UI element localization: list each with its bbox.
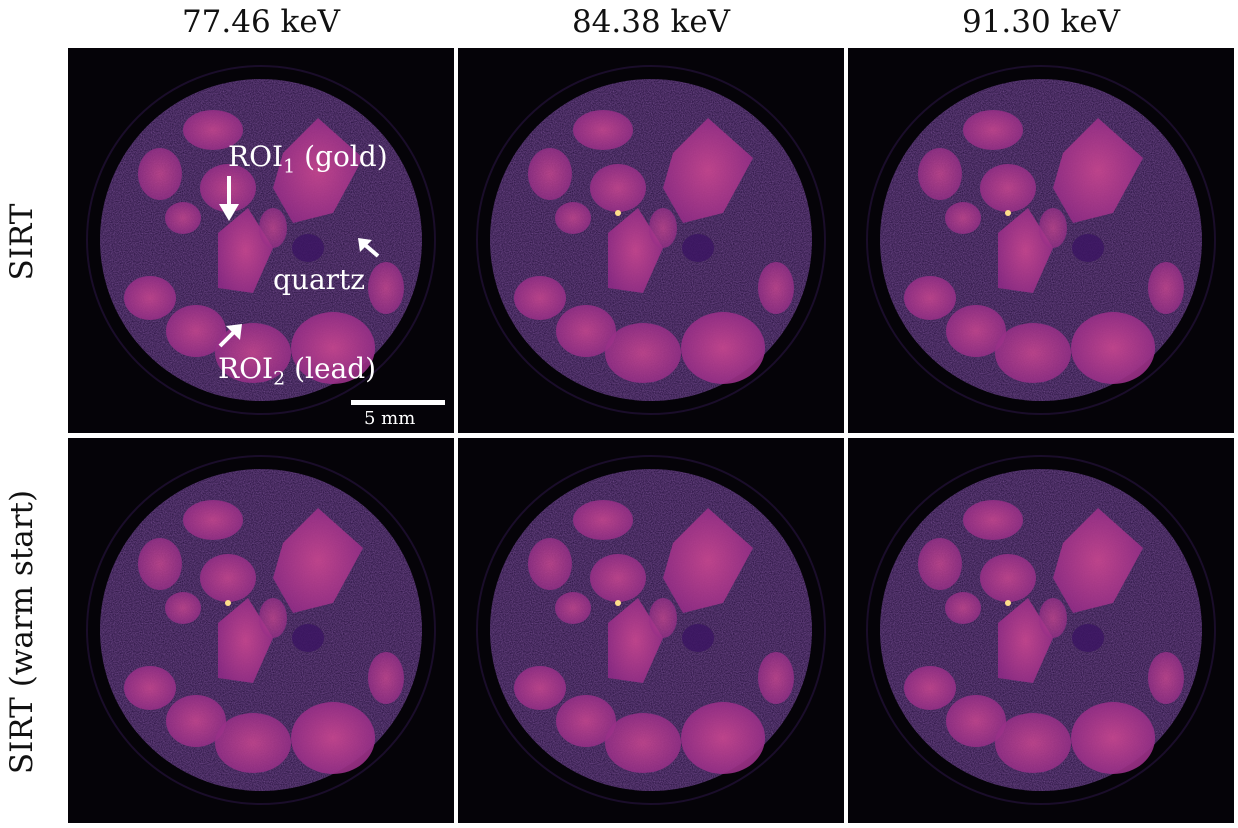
row-header-sirt-warm-start: SIRT (warm start) xyxy=(4,489,40,775)
panel-sirt-warm-77-46 xyxy=(68,438,454,823)
quartz-arrow-icon xyxy=(358,238,380,258)
roi2-label: ROI2 (lead) xyxy=(218,352,377,390)
roi2-arrow-icon xyxy=(218,324,242,348)
panel-sirt-warm-91-30 xyxy=(848,438,1234,823)
roi1-label: ROI1 (gold) xyxy=(228,140,388,178)
panel-sirt-77-46: ROI1 (gold) quartz ROI2 (lead) 5 mm xyxy=(68,48,454,433)
quartz-label: quartz xyxy=(273,263,366,296)
roi1-arrow-icon xyxy=(219,176,239,221)
column-header-91-30: 91.30 keV xyxy=(961,4,1121,40)
panel-sirt-91-30 xyxy=(848,48,1234,433)
scale-bar xyxy=(351,400,445,405)
scale-bar-label: 5 mm xyxy=(364,408,416,429)
row-header-sirt: SIRT xyxy=(4,203,40,281)
panel-sirt-warm-84-38 xyxy=(458,438,844,823)
column-header-77-46: 77.46 keV xyxy=(181,4,341,40)
panel-sirt-84-38 xyxy=(458,48,844,433)
column-header-84-38: 84.38 keV xyxy=(571,4,731,40)
